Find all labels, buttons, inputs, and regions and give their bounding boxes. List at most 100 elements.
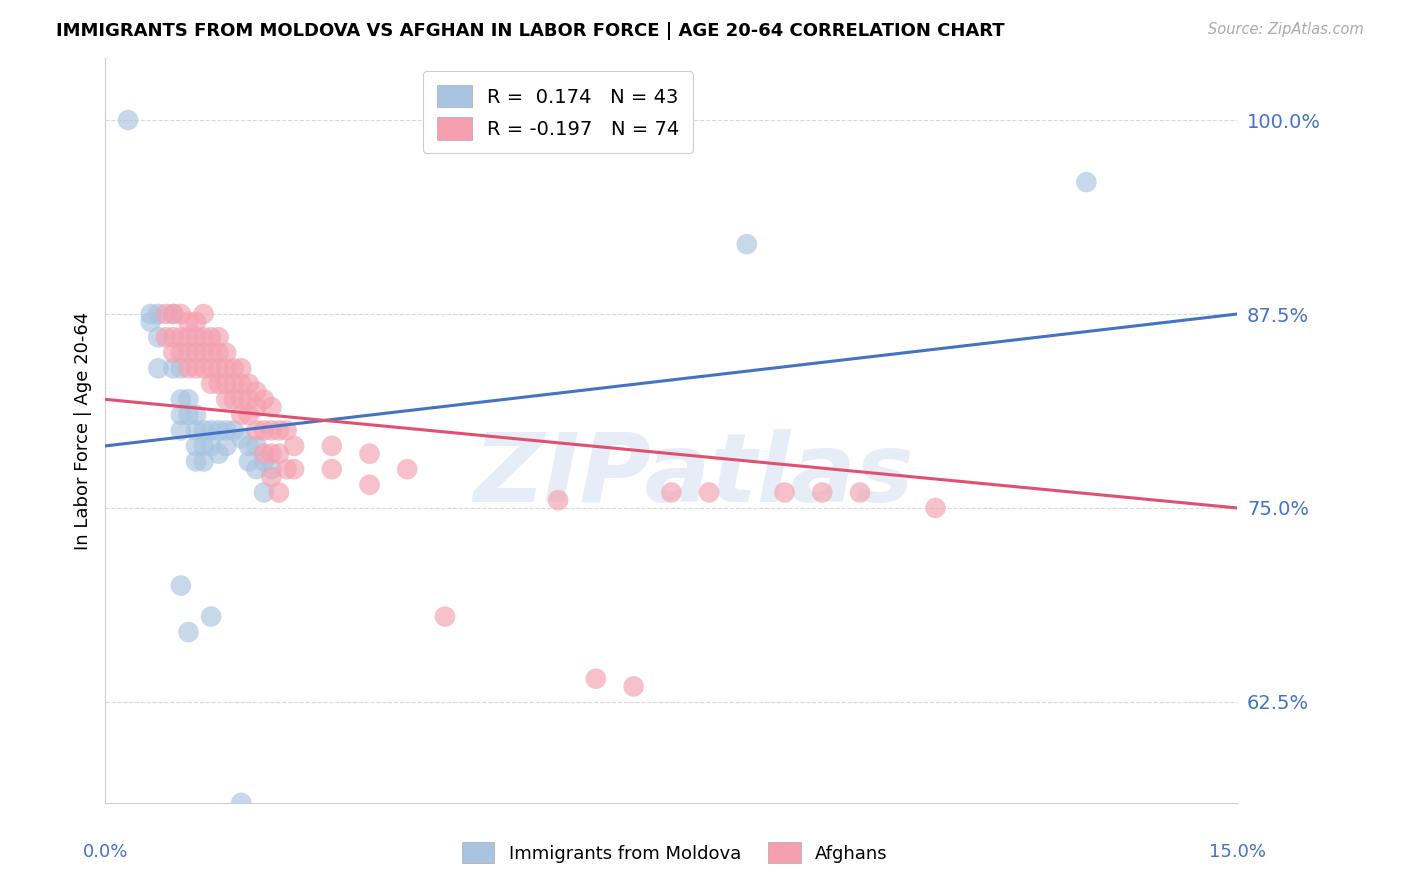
Point	[215, 424, 238, 438]
Point	[148, 330, 170, 344]
Legend: Immigrants from Moldova, Afghans: Immigrants from Moldova, Afghans	[451, 831, 898, 874]
Point	[200, 330, 222, 344]
Y-axis label: In Labor Force | Age 20-64: In Labor Force | Age 20-64	[73, 311, 91, 549]
Point	[267, 485, 290, 500]
Point	[208, 361, 231, 376]
Point	[321, 462, 343, 476]
Point	[253, 392, 276, 407]
Point	[177, 330, 200, 344]
Point	[260, 462, 283, 476]
Point	[208, 330, 231, 344]
Point	[208, 447, 231, 461]
Point	[238, 392, 260, 407]
Point	[200, 424, 222, 438]
Point	[231, 392, 253, 407]
Point	[215, 346, 238, 360]
Point	[184, 439, 207, 453]
Point	[200, 361, 222, 376]
Point	[245, 384, 267, 399]
Point	[193, 307, 215, 321]
Point	[276, 424, 298, 438]
Point	[697, 485, 720, 500]
Text: 0.0%: 0.0%	[83, 843, 128, 861]
Point	[139, 307, 162, 321]
Point	[177, 625, 200, 640]
Point	[215, 361, 238, 376]
Point	[623, 680, 645, 694]
Point	[177, 361, 200, 376]
Point	[148, 307, 170, 321]
Text: IMMIGRANTS FROM MOLDOVA VS AFGHAN IN LABOR FORCE | AGE 20-64 CORRELATION CHART: IMMIGRANTS FROM MOLDOVA VS AFGHAN IN LAB…	[56, 22, 1005, 40]
Point	[162, 307, 184, 321]
Point	[245, 400, 267, 414]
Point	[193, 439, 215, 453]
Point	[215, 392, 238, 407]
Point	[162, 361, 184, 376]
Point	[924, 500, 946, 515]
Point	[184, 424, 207, 438]
Point	[139, 315, 162, 329]
Point	[222, 424, 245, 438]
Point	[260, 424, 283, 438]
Point	[193, 454, 215, 468]
Point	[238, 408, 260, 422]
Point	[148, 361, 170, 376]
Point	[245, 462, 267, 476]
Point	[177, 408, 200, 422]
Point	[260, 400, 283, 414]
Point	[231, 858, 253, 872]
Point	[193, 361, 215, 376]
Point	[162, 330, 184, 344]
Point	[283, 462, 305, 476]
Text: 15.0%: 15.0%	[1209, 843, 1265, 861]
Point	[253, 485, 276, 500]
Point	[396, 462, 419, 476]
Point	[170, 346, 193, 360]
Point	[735, 237, 758, 252]
Point	[222, 392, 245, 407]
Point	[433, 609, 456, 624]
Point	[253, 447, 276, 461]
Point	[184, 346, 207, 360]
Point	[276, 462, 298, 476]
Point	[245, 424, 267, 438]
Point	[170, 307, 193, 321]
Text: ZIPatlas: ZIPatlas	[474, 428, 914, 522]
Point	[359, 477, 381, 491]
Point	[231, 408, 253, 422]
Point	[1076, 175, 1098, 189]
Point	[231, 361, 253, 376]
Point	[184, 408, 207, 422]
Point	[170, 408, 193, 422]
Point	[193, 330, 215, 344]
Point	[222, 361, 245, 376]
Point	[245, 439, 267, 453]
Point	[184, 454, 207, 468]
Point	[222, 376, 245, 391]
Point	[215, 439, 238, 453]
Point	[260, 470, 283, 484]
Point	[170, 392, 193, 407]
Point	[200, 609, 222, 624]
Point	[170, 424, 193, 438]
Point	[170, 330, 193, 344]
Point	[184, 361, 207, 376]
Point	[184, 315, 207, 329]
Point	[359, 447, 381, 461]
Point	[177, 392, 200, 407]
Point	[661, 485, 683, 500]
Point	[117, 113, 139, 128]
Text: Source: ZipAtlas.com: Source: ZipAtlas.com	[1208, 22, 1364, 37]
Point	[283, 439, 305, 453]
Point	[215, 376, 238, 391]
Point	[200, 439, 222, 453]
Point	[231, 796, 253, 810]
Point	[321, 439, 343, 453]
Point	[193, 346, 215, 360]
Point	[162, 346, 184, 360]
Point	[184, 330, 207, 344]
Point	[177, 315, 200, 329]
Point	[585, 672, 607, 686]
Point	[260, 447, 283, 461]
Point	[155, 307, 177, 321]
